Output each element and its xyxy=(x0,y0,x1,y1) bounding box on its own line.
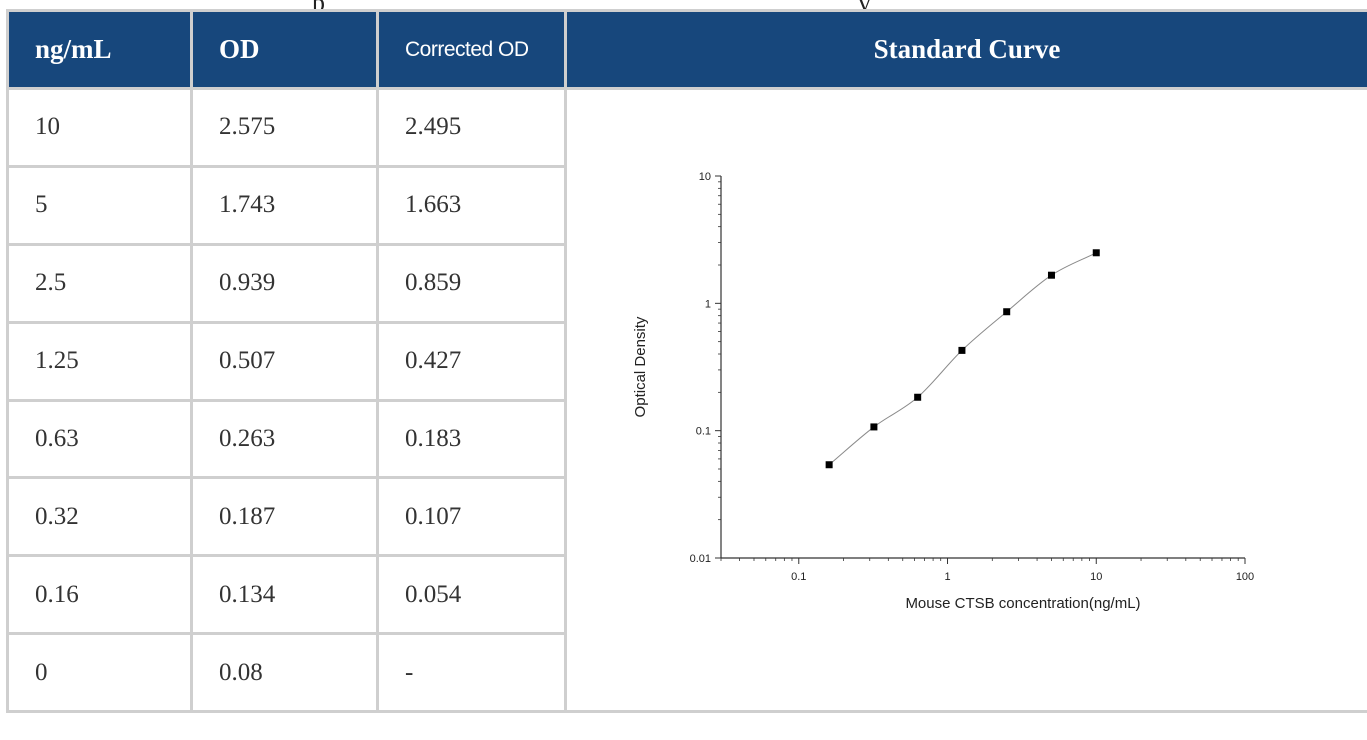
table-row: 0.63 0.263 0.183 xyxy=(6,398,1367,480)
od-cell: 2.575 xyxy=(190,87,379,168)
table-row: 1.25 0.507 0.427 xyxy=(6,320,1367,402)
data-point xyxy=(914,393,922,401)
concentration-cell: 2.5 xyxy=(6,242,193,324)
concentration-cell: 1.25 xyxy=(6,320,193,402)
concentration-cell: 0.32 xyxy=(6,476,193,558)
x-tick-label: 1 xyxy=(944,571,950,583)
corrected-od-cell: 0.107 xyxy=(376,476,567,558)
cropped-caption-fragment: p y xyxy=(0,0,1367,12)
y-tick-label: 0.01 xyxy=(690,553,711,565)
od-cell: 0.134 xyxy=(190,554,379,636)
od-cell: 0.939 xyxy=(190,242,379,324)
column-header-od: OD xyxy=(190,9,379,90)
concentration-cell: 5 xyxy=(6,164,193,246)
data-point xyxy=(958,346,966,354)
y-tick-label: 1 xyxy=(705,298,711,310)
od-cell: 0.507 xyxy=(190,320,379,402)
od-cell: 1.743 xyxy=(190,164,379,246)
corrected-od-cell: - xyxy=(376,632,567,713)
corrected-od-cell: 2.495 xyxy=(376,87,567,168)
corrected-od-cell: 0.183 xyxy=(376,398,567,480)
data-point xyxy=(825,461,833,469)
corrected-od-cell: 1.663 xyxy=(376,164,567,246)
x-tick-label: 0.1 xyxy=(791,571,806,583)
corrected-od-cell: 0.859 xyxy=(376,242,567,324)
fit-curve xyxy=(828,252,1097,466)
data-point xyxy=(1003,308,1011,316)
standard-curve-cell: 0.01 0.1 1 10 0.1 1 10 100 Mouse CTSB concentrat… xyxy=(564,87,1367,713)
column-header-concentration: ng/mL xyxy=(6,9,193,90)
table-row: 5 1.743 1.663 xyxy=(6,164,1367,246)
od-cell: 0.187 xyxy=(190,476,379,558)
table-row: 0.16 0.134 0.054 xyxy=(6,554,1367,636)
y-tick-label: 0.1 xyxy=(696,426,711,438)
concentration-cell: 10 xyxy=(6,87,193,168)
x-tick-label: 100 xyxy=(1236,571,1254,583)
table-row: 10 2.575 2.495 0.01 0.1 1 10 0.1 1 10 100 Mouse … xyxy=(6,87,1367,713)
table-row: 0.32 0.187 0.107 xyxy=(6,476,1367,558)
header-row: ng/mL OD Corrected OD Standard Curve xyxy=(6,9,1367,90)
od-cell: 0.263 xyxy=(190,398,379,480)
data-point xyxy=(1047,271,1055,279)
concentration-cell: 0.63 xyxy=(6,398,193,480)
table-row: 2.5 0.939 0.859 xyxy=(6,242,1367,324)
column-header-corrected-od: Corrected OD xyxy=(376,9,567,90)
concentration-cell: 0.16 xyxy=(6,554,193,636)
y-axis-title: Optical Density xyxy=(632,316,649,417)
y-tick-label: 10 xyxy=(699,171,711,183)
corrected-od-cell: 0.427 xyxy=(376,320,567,402)
standard-curve-table: ng/mL OD Corrected OD Standard Curve 1 0 … xyxy=(6,9,1367,713)
data-point xyxy=(870,423,878,431)
x-tick-label: 10 xyxy=(1090,571,1102,583)
x-axis-title: Mouse CTSB concentration(ng/mL) xyxy=(905,595,1140,612)
standard-curve-plot: 0.01 0.1 1 10 0.1 1 10 100 Mouse CTSB concentrat… xyxy=(632,171,1254,612)
column-header-standard-curve: Standard Curve xyxy=(564,9,1367,90)
concentration-cell: 0 xyxy=(6,632,193,713)
data-point xyxy=(1092,249,1100,257)
table-row: 0 0.08 - xyxy=(6,632,1367,713)
corrected-od-cell: 0.054 xyxy=(376,554,567,636)
od-cell: 0.08 xyxy=(190,632,379,713)
